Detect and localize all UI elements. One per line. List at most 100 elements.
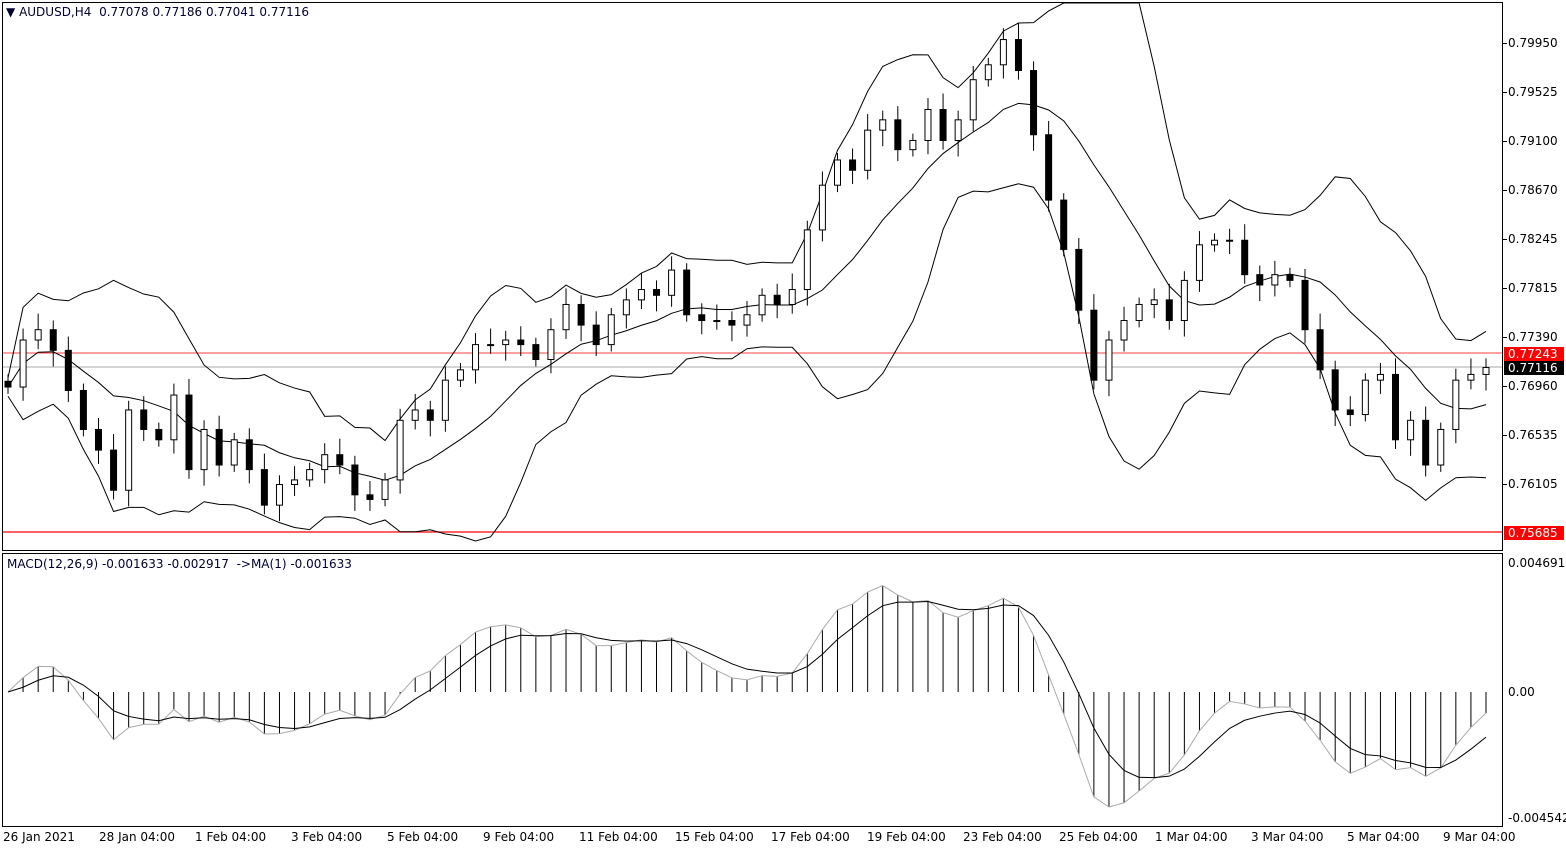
bull-candle — [1452, 379, 1460, 430]
price-axis-label: 0.76960 — [1508, 379, 1558, 393]
bear-candle — [1256, 274, 1264, 286]
bull-candle — [547, 329, 555, 361]
time-axis-label: 25 Feb 04:00 — [1059, 830, 1138, 844]
price-tick — [1503, 435, 1507, 436]
time-axis-label: 9 Mar 04:00 — [1443, 830, 1516, 844]
price-tick — [1503, 484, 1507, 485]
symbol-label: AUDUSD,H4 — [19, 5, 92, 19]
bull-candle — [788, 289, 796, 305]
bear-candle — [1346, 409, 1354, 416]
bull-candle — [833, 159, 841, 186]
bull-candle — [713, 320, 721, 323]
bull-candle — [668, 269, 676, 296]
price-tick — [1503, 43, 1507, 44]
bull-candle — [1211, 239, 1219, 246]
bull-candle — [200, 428, 208, 471]
time-axis-label: 23 Feb 04:00 — [963, 830, 1042, 844]
bull-candle — [1271, 274, 1279, 286]
bull-candle — [969, 79, 977, 121]
bull-candle — [1482, 367, 1490, 375]
bull-candle — [456, 369, 464, 381]
bull-candle — [1135, 303, 1143, 322]
bear-candle — [653, 289, 661, 296]
bull-candle — [381, 479, 389, 500]
bear-candle — [64, 349, 72, 391]
bear-candle — [49, 329, 57, 351]
bull-candle — [879, 119, 887, 131]
bull-candle — [1195, 244, 1203, 281]
price-tick — [1503, 337, 1507, 338]
price-axis-label: 0.79525 — [1508, 85, 1558, 99]
bull-candle — [637, 289, 645, 301]
bear-candle — [592, 324, 600, 346]
bear-candle — [1045, 134, 1053, 201]
time-axis-label: 3 Mar 04:00 — [1251, 830, 1324, 844]
bear-candle — [894, 119, 902, 151]
bull-candle — [1407, 419, 1415, 441]
bull-candle — [954, 119, 962, 141]
bear-candle — [517, 339, 525, 346]
bull-candle — [909, 139, 917, 151]
bull-candle — [1361, 379, 1369, 416]
bear-candle — [155, 428, 163, 441]
bull-candle — [803, 229, 811, 291]
bear-candle — [1241, 239, 1249, 276]
bull-candle — [1180, 279, 1188, 322]
bollinger-upper-band — [7, 2, 1487, 442]
bear-candle — [94, 428, 102, 451]
bull-candle — [607, 314, 615, 346]
bull-candle — [472, 344, 480, 371]
bear-candle — [1301, 279, 1309, 331]
price-axis-label: 0.79950 — [1508, 36, 1558, 50]
bull-candle — [622, 299, 630, 316]
bear-candle — [577, 303, 585, 326]
bear-candle — [140, 409, 148, 430]
bear-candle — [698, 314, 706, 322]
time-axis-label: 19 Feb 04:00 — [867, 830, 946, 844]
bear-candle — [79, 389, 87, 430]
time-axis-label: 28 Jan 04:00 — [99, 830, 175, 844]
bull-candle — [1150, 299, 1158, 305]
bull-candle — [1105, 339, 1113, 381]
bull-candle — [396, 419, 404, 481]
bear-candle — [4, 380, 12, 388]
bull-candle — [441, 379, 449, 421]
price-tick — [1503, 190, 1507, 191]
bull-candle — [306, 469, 314, 481]
bollinger-lower-band — [7, 183, 1487, 542]
bear-candle — [1316, 329, 1324, 371]
ohlc-values: 0.77078 0.77186 0.77041 0.77116 — [99, 5, 309, 19]
time-axis-label: 15 Feb 04:00 — [675, 830, 754, 844]
bear-candle — [1422, 419, 1430, 466]
time-axis-label: 1 Mar 04:00 — [1155, 830, 1228, 844]
price-axis-label: 0.76535 — [1508, 428, 1558, 442]
price-chart-panel[interactable] — [2, 2, 1503, 551]
bull-candle — [291, 479, 299, 486]
bull-candle — [1226, 239, 1234, 242]
time-axis-label: 5 Mar 04:00 — [1347, 830, 1420, 844]
bull-candle — [984, 64, 992, 81]
bear-candle — [532, 344, 540, 361]
bear-candle — [260, 469, 268, 506]
bull-candle — [230, 439, 238, 466]
bull-candle — [562, 303, 570, 331]
bear-candle — [849, 159, 857, 171]
time-axis-label: 17 Feb 04:00 — [771, 830, 850, 844]
bear-candle — [1014, 39, 1022, 72]
macd-axis-top: 0.004691 — [1508, 556, 1566, 570]
macd-panel[interactable] — [2, 553, 1503, 827]
price-axis-label: 0.76105 — [1508, 477, 1558, 491]
bull-candle — [999, 39, 1007, 66]
bear-candle — [351, 464, 359, 496]
bear-candle — [366, 494, 374, 500]
bear-candle — [1165, 299, 1173, 322]
macd-ma-line — [7, 584, 1487, 808]
bear-candle — [1392, 373, 1400, 441]
ask-price-tag: 0.77243 — [1504, 347, 1564, 361]
price-axis-label: 0.77390 — [1508, 330, 1558, 344]
bear-candle — [215, 428, 223, 466]
menu-triangle-icon[interactable]: ▼ — [6, 5, 16, 19]
price-axis-label: 0.77815 — [1508, 281, 1558, 295]
macd-axis-zero: 0.00 — [1508, 685, 1535, 699]
